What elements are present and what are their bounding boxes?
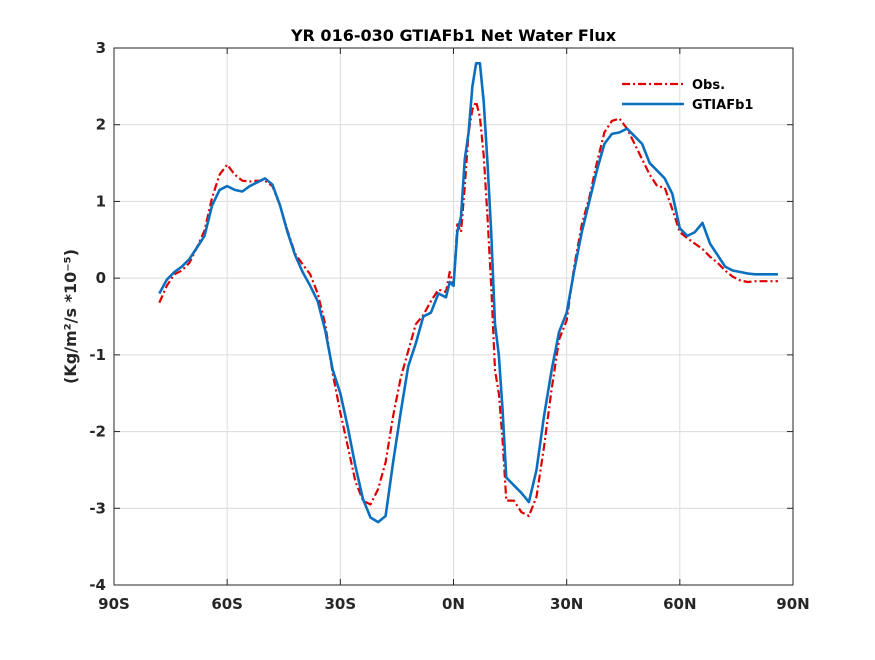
- x-tick-label: 60S: [211, 595, 243, 613]
- y-tick-label: -1: [89, 346, 106, 364]
- x-tick-label: 60N: [663, 595, 696, 613]
- x-tick-label: 90S: [98, 595, 130, 613]
- y-tick-label: 2: [96, 116, 106, 134]
- axis-ticks: 90S 60S 30S 0N 30N 60N 90N -4 -3 -2 -1 0 1 2 3: [89, 39, 809, 613]
- legend-label: GTIAFb1: [692, 98, 753, 113]
- x-tick-label: 90N: [776, 595, 809, 613]
- y-tick-label: 0: [96, 269, 106, 287]
- x-tick-label: 30N: [550, 595, 583, 613]
- legend: Obs. GTIAFb1: [622, 78, 753, 113]
- series-line-gtiafb1: [158, 62, 778, 524]
- legend-label: Obs.: [692, 78, 725, 93]
- x-tick-label: 30S: [324, 595, 356, 613]
- y-axis-label: (Kg/m²/s *10⁻⁵): [61, 249, 80, 384]
- chart-title: YR 016-030 GTIAFb1 Net Water Flux: [290, 26, 617, 45]
- y-tick-label: -2: [89, 423, 106, 441]
- y-tick-label: 3: [96, 39, 106, 57]
- y-tick-label: -3: [89, 499, 106, 517]
- y-tick-label: -4: [89, 576, 106, 594]
- plot-lines: [158, 62, 778, 524]
- grid: [114, 48, 793, 585]
- x-tick-label: 0N: [442, 595, 465, 613]
- y-tick-label: 1: [96, 192, 106, 210]
